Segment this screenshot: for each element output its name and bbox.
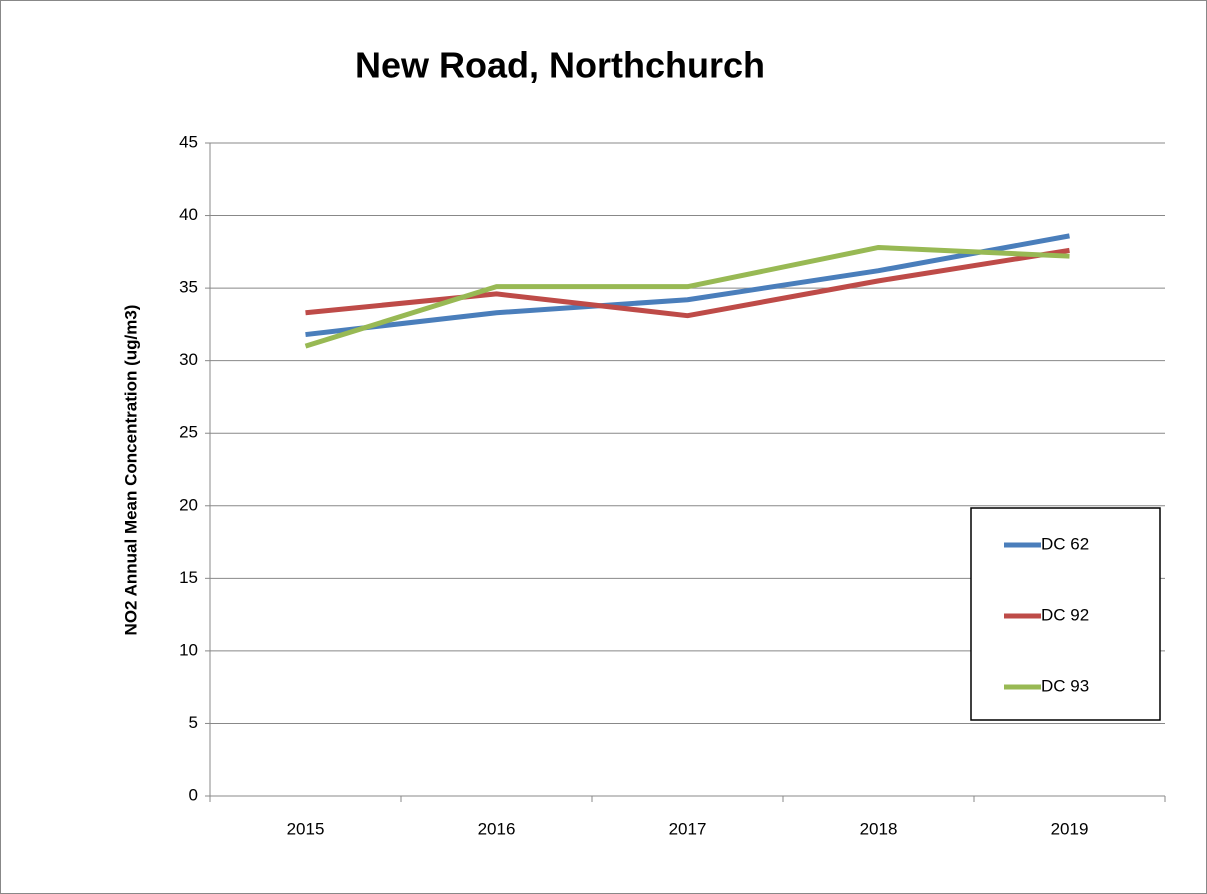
y-tick-label: 25 xyxy=(179,423,198,442)
y-tick-label: 30 xyxy=(179,350,198,369)
line-series xyxy=(304,244,1070,349)
legend-label: DC 93 xyxy=(1041,676,1089,695)
chart-title: New Road, Northchurch xyxy=(355,45,765,86)
x-tick-label: 2017 xyxy=(669,819,707,838)
y-tick-label: 45 xyxy=(179,132,198,151)
legend-label: DC 62 xyxy=(1041,534,1089,553)
x-tick-label: 2015 xyxy=(287,819,325,838)
x-tick-label: 2019 xyxy=(1051,819,1089,838)
y-tick-label: 20 xyxy=(179,495,198,514)
line-series xyxy=(305,233,1070,338)
x-tick-label: 2016 xyxy=(478,819,516,838)
y-axis-label: NO2 Annual Mean Concentration (ug/m3) xyxy=(121,305,140,636)
y-tick-label: 10 xyxy=(179,640,198,659)
y-tick-label: 5 xyxy=(189,713,198,732)
x-tick-label: 2018 xyxy=(860,819,898,838)
legend-label: DC 92 xyxy=(1041,605,1089,624)
line-series xyxy=(305,247,1070,319)
y-tick-label: 0 xyxy=(189,785,198,804)
y-tick-label: 40 xyxy=(179,205,198,224)
y-tick-label: 35 xyxy=(179,278,198,297)
y-tick-label: 15 xyxy=(179,568,198,587)
legend-box xyxy=(970,507,1161,721)
